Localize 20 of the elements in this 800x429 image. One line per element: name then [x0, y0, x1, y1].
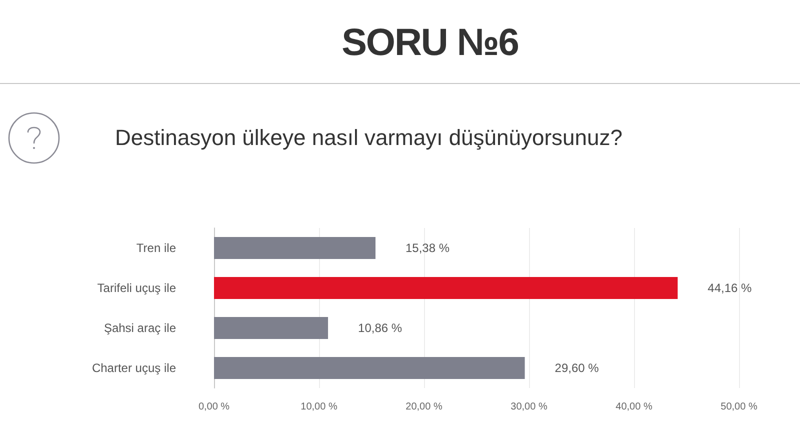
bar	[214, 237, 376, 259]
y-tick-label: Tren ile	[136, 241, 176, 255]
data-label: 10,86 %	[358, 321, 402, 335]
x-tick-label: 40,00 %	[616, 402, 652, 412]
data-label: 15,38 %	[405, 241, 450, 255]
bar	[214, 277, 678, 299]
bar	[214, 317, 328, 339]
y-tick-label: Şahsi araç ile	[104, 321, 176, 335]
y-tick-label: Tarifeli uçuş ile	[97, 281, 176, 295]
data-label: 29,60 %	[554, 361, 600, 375]
x-tick-label: 0,00 %	[198, 402, 230, 412]
x-tick-label: 10,00 %	[300, 402, 338, 412]
bar	[214, 357, 525, 379]
chart-title: SORU №6	[340, 22, 520, 65]
x-tick-label: 20,00 %	[406, 402, 442, 412]
x-tick-label: 50,00 %	[720, 402, 758, 412]
x-tick-label: 30,00 %	[510, 402, 548, 412]
y-tick-label: Charter uçuş ile	[92, 361, 176, 375]
data-label: 44,16 %	[708, 281, 752, 295]
chart-subtitle: Destinasyon ülkeye nasıl varmayı düşünüyorsunuz?	[115, 125, 622, 151]
